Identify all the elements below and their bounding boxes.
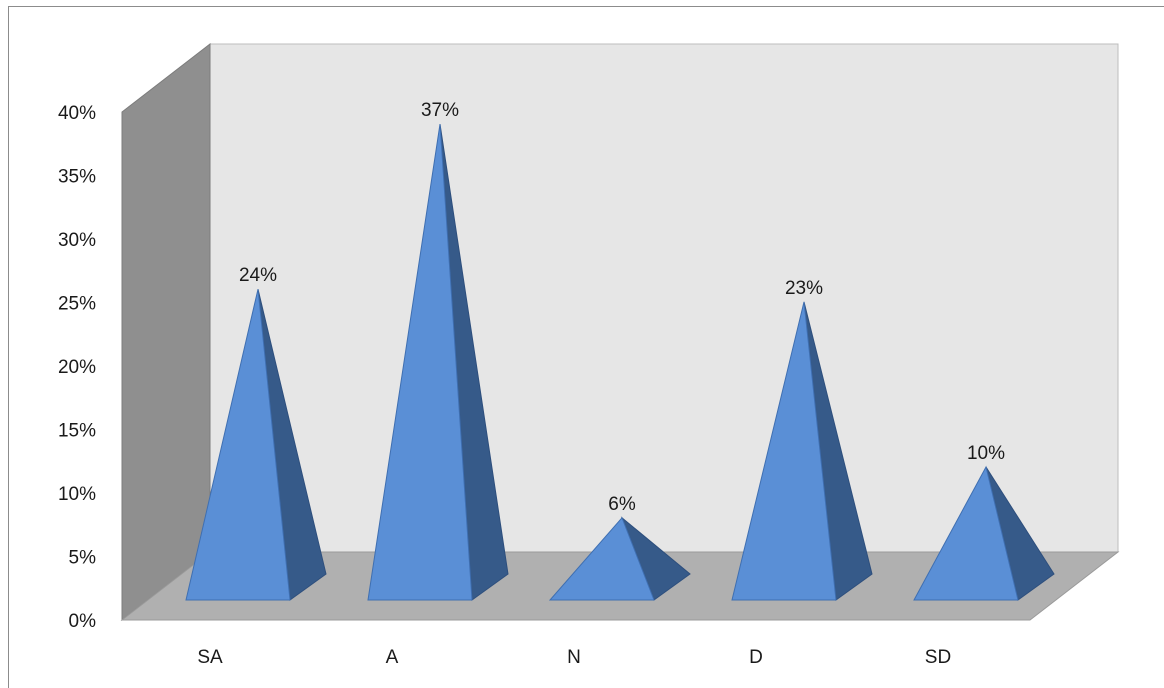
y-tick-label: 25% bbox=[58, 294, 96, 315]
y-tick-label: 30% bbox=[58, 230, 96, 251]
pyramid-d: 23% bbox=[731, 278, 873, 601]
y-tick-label: 5% bbox=[69, 548, 97, 569]
y-tick-label: 40% bbox=[58, 103, 96, 124]
pyramid-front-face bbox=[185, 289, 291, 601]
pyramid-a: 37% bbox=[367, 100, 509, 601]
data-label: 24% bbox=[239, 265, 277, 286]
x-category-label: N bbox=[567, 647, 581, 668]
x-category-label: SA bbox=[197, 647, 223, 668]
y-tick-label: 15% bbox=[58, 421, 96, 442]
y-tick-label: 35% bbox=[58, 167, 96, 188]
data-label: 10% bbox=[967, 443, 1005, 464]
pyramid-front-face bbox=[548, 516, 655, 601]
y-tick-label: 0% bbox=[69, 611, 97, 632]
x-axis: SA A N D SD bbox=[197, 647, 951, 668]
pyramid-sa: 24% bbox=[185, 265, 327, 601]
pyramid-series: 24% 37% 6% 23% 10% bbox=[185, 100, 1055, 601]
side-wall bbox=[121, 42, 211, 622]
pyramid-sd: 10% bbox=[913, 443, 1055, 601]
pyramid-n: 6% bbox=[548, 494, 691, 601]
data-label: 37% bbox=[421, 100, 459, 121]
x-category-label: A bbox=[386, 647, 399, 668]
data-label: 23% bbox=[785, 278, 823, 299]
y-axis: 0% 5% 10% 15% 20% 25% 30% 35% 40% bbox=[58, 103, 96, 632]
pyramid-front-face bbox=[367, 124, 473, 601]
data-label: 6% bbox=[608, 494, 636, 515]
x-category-label: D bbox=[749, 647, 763, 668]
y-tick-label: 10% bbox=[58, 484, 96, 505]
y-tick-label: 20% bbox=[58, 357, 96, 378]
pyramid-front-face bbox=[913, 465, 1019, 601]
pyramid-front-face bbox=[731, 301, 837, 601]
x-category-label: SD bbox=[925, 647, 951, 668]
